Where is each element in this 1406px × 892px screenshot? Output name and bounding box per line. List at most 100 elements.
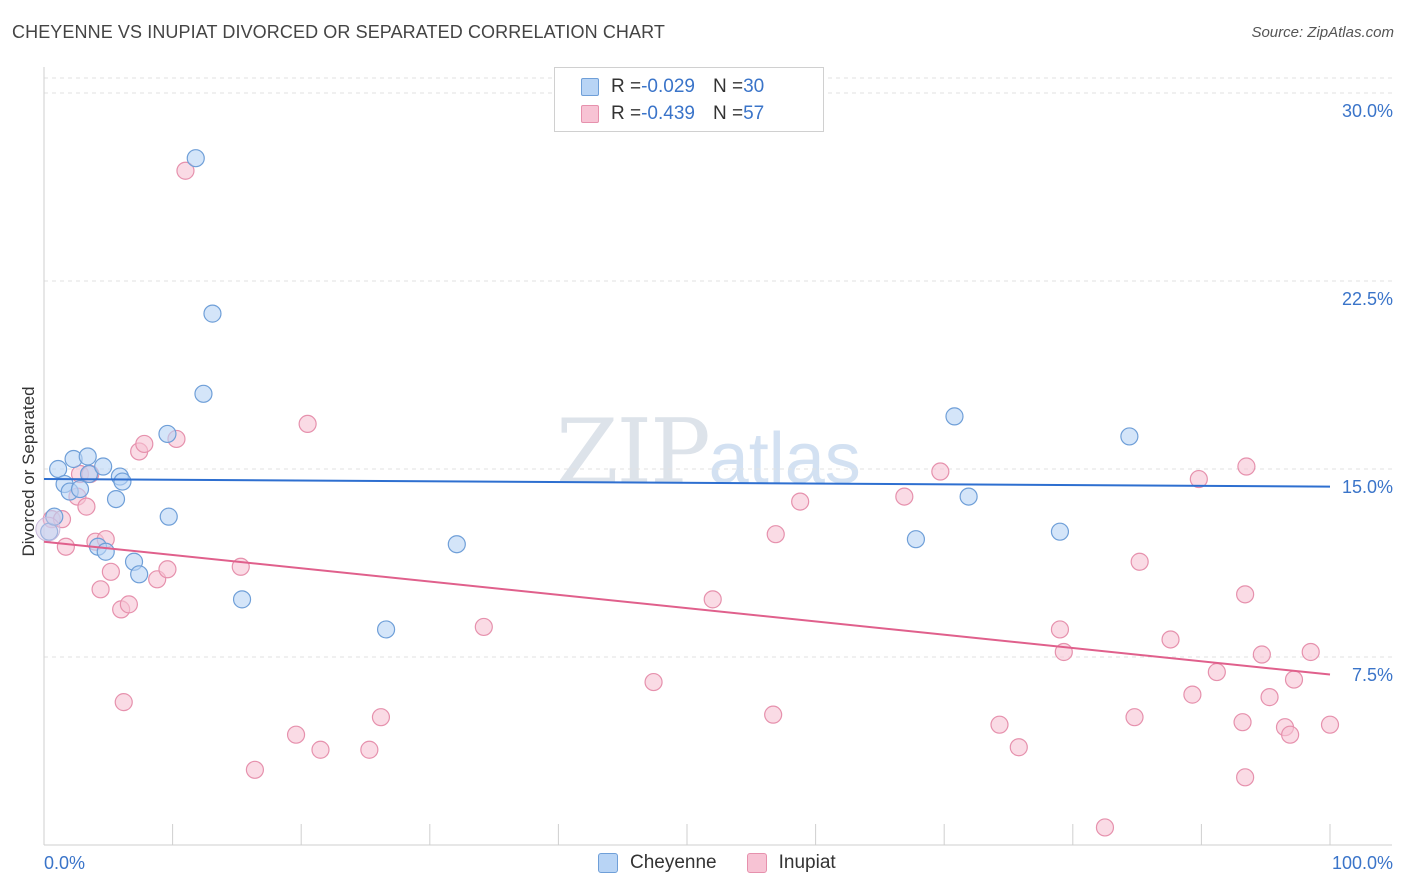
cheyenne-point	[945, 407, 964, 426]
inupiat-point	[644, 672, 663, 692]
series-swatch-inupiat	[746, 853, 767, 873]
series-legend: Cheyenne Inupiat	[598, 852, 866, 874]
series-legend-cheyenne: Cheyenne	[598, 852, 717, 874]
cheyenne-point	[70, 479, 90, 499]
cheyenne-trend-line	[43, 478, 1331, 488]
cheyenne-point	[1050, 522, 1070, 541]
legend-swatch-cheyenne	[581, 78, 599, 96]
inupiat-point	[1207, 662, 1226, 682]
inupiat-point	[158, 560, 177, 579]
y-tick-label: 15.0%	[1342, 477, 1393, 497]
legend-r-label: R =	[611, 76, 642, 97]
inupiat-point	[101, 562, 120, 581]
cheyenne-point	[79, 464, 99, 484]
series-legend-inupiat: Inupiat	[746, 852, 836, 874]
x-tick-label: 100.0%	[1332, 853, 1393, 873]
series-swatch-cheyenne	[598, 853, 618, 873]
inupiat-point	[1189, 469, 1208, 489]
inupiat-point	[1125, 708, 1144, 727]
trend-layer	[43, 478, 1331, 676]
inupiat-point	[1301, 642, 1320, 662]
cheyenne-point	[113, 472, 132, 491]
source-label: Source: ZipAtlas.com	[1251, 24, 1394, 41]
series-label-cheyenne: Cheyenne	[630, 852, 717, 873]
inupiat-point	[764, 705, 783, 724]
cheyenne-point	[94, 457, 113, 476]
inupiat-point	[119, 595, 138, 614]
legend-n-value: 30	[743, 76, 765, 97]
legend-swatch-inupiat	[581, 105, 599, 123]
inupiat-point	[703, 590, 722, 609]
inupiat-trend-line	[43, 540, 1331, 676]
inupiat-point	[791, 492, 810, 511]
x-tick-label: 0.0%	[44, 853, 85, 873]
inupiat-point	[474, 617, 493, 637]
cheyenne-point	[45, 507, 64, 526]
cheyenne-point	[232, 590, 252, 609]
inupiat-point	[371, 708, 391, 727]
legend-r-value: -0.439	[641, 103, 695, 124]
inupiat-point	[176, 161, 195, 180]
cheyenne-point	[906, 530, 926, 549]
inupiat-point	[1260, 688, 1279, 707]
inupiat-point	[766, 525, 785, 544]
cheyenne-point	[159, 507, 178, 526]
inupiat-point	[135, 434, 154, 454]
y-tick-label: 7.5%	[1352, 665, 1393, 685]
cheyenne-point	[1120, 427, 1139, 446]
y-tick-label: 22.5%	[1342, 289, 1393, 309]
inupiat-point	[1183, 685, 1202, 704]
legend-n-label: N =	[712, 103, 744, 124]
chart-title: CHEYENNE VS INUPIAT DIVORCED OR SEPARATE…	[12, 22, 666, 42]
cheyenne-point	[106, 489, 126, 509]
inupiat-point	[286, 725, 306, 744]
inupiat-point	[360, 740, 379, 759]
inupiat-point	[1236, 768, 1255, 787]
cluster-point	[35, 516, 61, 542]
legend-row-inupiat: R = -0.439 N = 57	[581, 101, 764, 127]
inupiat-point	[1320, 715, 1340, 734]
legend-row-cheyenne: R = -0.029 N = 30	[581, 74, 764, 100]
inupiat-point	[931, 462, 950, 481]
inupiat-point	[56, 537, 75, 556]
cheyenne-point	[49, 459, 68, 479]
cheyenne-point	[376, 620, 396, 639]
inupiat-point	[311, 740, 330, 759]
inupiat-point	[298, 414, 317, 434]
inupiat-point	[91, 580, 110, 599]
points-layer	[35, 149, 1340, 837]
cheyenne-point	[194, 384, 213, 403]
y-axis-title: Divorced or Separated	[19, 386, 38, 556]
cheyenne-point	[78, 447, 97, 466]
label-layer: 7.5% 15.0% 22.5% 30.0% 0.0% 100.0% Divorced or…	[19, 101, 1393, 873]
inupiat-point	[1281, 725, 1300, 744]
series-label-inupiat: Inupiat	[778, 852, 836, 873]
inupiat-point	[895, 487, 914, 506]
inupiat-point	[1252, 645, 1271, 664]
cheyenne-point	[959, 487, 978, 506]
inupiat-point	[1161, 630, 1180, 649]
inupiat-point	[1233, 713, 1252, 732]
inupiat-point	[245, 760, 265, 779]
cheyenne-point	[96, 542, 115, 561]
inupiat-point	[1236, 585, 1255, 604]
cheyenne-point	[447, 535, 466, 554]
cheyenne-point	[186, 149, 205, 168]
inupiat-point	[1009, 738, 1028, 757]
legend-n-value: 57	[743, 103, 765, 124]
inupiat-point	[1095, 818, 1115, 837]
y-tick-label: 30.0%	[1342, 101, 1393, 121]
legend-r-value: -0.029	[641, 76, 695, 97]
inupiat-point	[1237, 457, 1256, 476]
inupiat-point	[77, 497, 96, 516]
cheyenne-point	[130, 565, 149, 584]
inupiat-point	[1050, 620, 1070, 639]
legend-n-label: N =	[712, 76, 744, 97]
inupiat-point	[114, 693, 133, 712]
inupiat-point	[1130, 552, 1149, 571]
inupiat-point	[990, 715, 1009, 734]
inupiat-point	[1284, 670, 1304, 689]
correlation-legend: R = -0.029 N = 30 R = -0.439 N = 57	[554, 67, 824, 132]
cheyenne-point	[203, 304, 222, 323]
